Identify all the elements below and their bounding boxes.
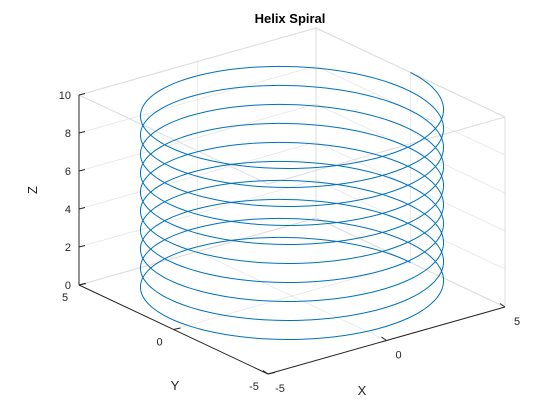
back-wall-grid-z [78, 65, 317, 134]
x-axis-label: X [358, 383, 367, 398]
y-tick [267, 372, 276, 375]
y-axis-label: Y [171, 378, 180, 393]
z-tick-label: 4 [65, 204, 71, 216]
z-tick [78, 169, 86, 172]
back-wall-grid-z [78, 103, 317, 172]
y-tick [173, 327, 181, 330]
x-tick-label: -5 [275, 383, 285, 395]
z-tick [78, 131, 86, 134]
data-layer [139, 65, 445, 340]
z-tick-label: 2 [65, 242, 71, 254]
y-tick-label: 0 [156, 337, 162, 349]
z-tick [78, 245, 86, 248]
box-edge [78, 27, 317, 96]
box-edge [267, 116, 506, 185]
box-layer [78, 27, 506, 308]
z-tick [78, 93, 86, 96]
z-axis-label: Z [25, 186, 40, 194]
back-wall-grid-z [78, 141, 317, 210]
chart-title: Helix Spiral [255, 11, 326, 26]
box-edge [78, 217, 317, 286]
z-tick-label: 0 [65, 280, 71, 292]
x-tick-label: 0 [395, 350, 401, 362]
box-edge [78, 94, 269, 185]
y-tick [78, 283, 87, 286]
x-tick [381, 336, 387, 341]
z-tick-label: 10 [59, 90, 71, 102]
x-tick-label: 5 [514, 316, 520, 328]
z-tick-label: 8 [65, 128, 71, 140]
y-tick-label: 5 [62, 292, 68, 304]
back-wall-grid-z [78, 179, 317, 248]
x-tick [262, 370, 269, 375]
x-tick [499, 303, 506, 308]
z-tick [78, 207, 86, 210]
helix-series-line [139, 65, 445, 340]
y-tick-label: -5 [249, 381, 259, 393]
z-tick-label: 6 [65, 166, 71, 178]
